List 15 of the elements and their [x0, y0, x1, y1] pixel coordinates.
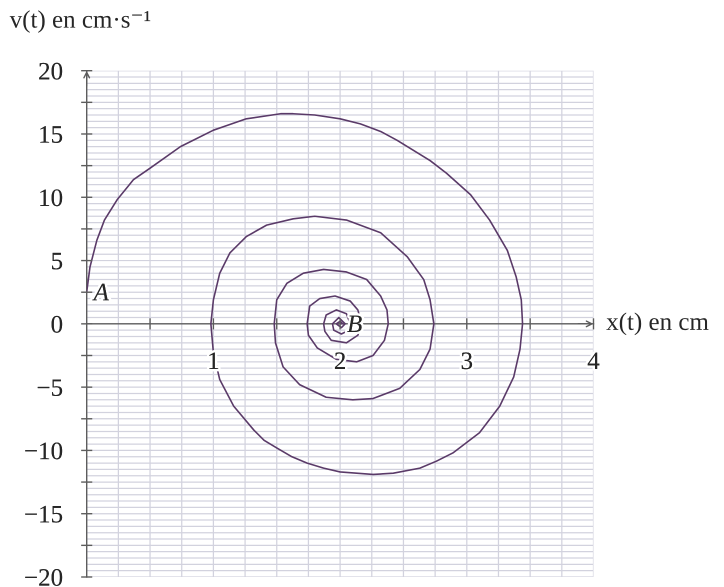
y-tick-label: −5	[38, 379, 62, 396]
y-tick-label: 5	[52, 252, 62, 270]
y-tick-label: −15	[25, 506, 62, 523]
x-axis-title: x(t) en cm	[606, 312, 709, 336]
x-tick-label: 3	[462, 352, 472, 370]
y-tick-label: 0	[52, 316, 62, 333]
annotation: A	[92, 284, 109, 300]
y-axis-title: v(t) en cm·s⁻¹	[10, 10, 150, 33]
y-tick-label: −20	[25, 569, 62, 586]
y-tick-label: 15	[40, 126, 62, 143]
y-tick-label: −10	[25, 442, 62, 460]
x-tick-label: 4	[588, 352, 600, 369]
line-series	[86, 112, 524, 476]
y-tick-label: 20	[39, 62, 62, 80]
y-tick-label: 10	[40, 189, 62, 206]
